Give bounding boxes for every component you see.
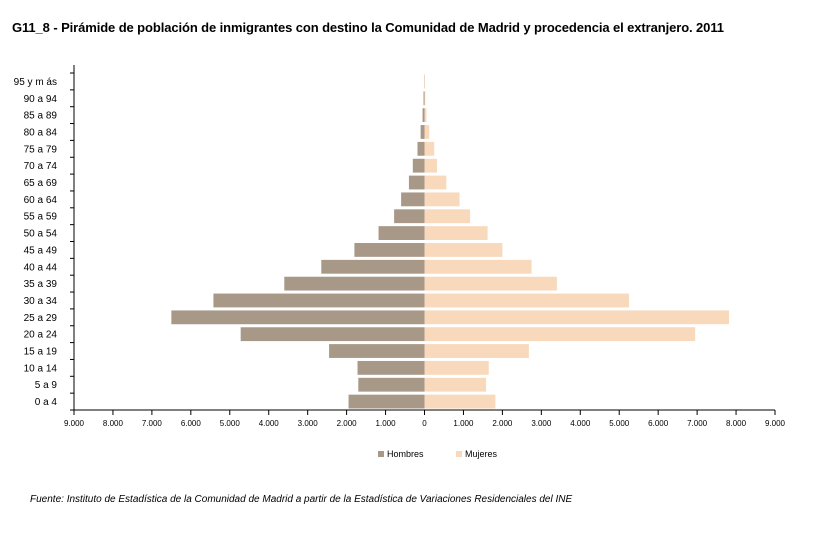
bar-hombres-13 — [408, 175, 425, 190]
y-tick-label: 0 a 4 — [35, 397, 58, 408]
bar-mujeres-8 — [424, 259, 532, 274]
y-tick-label: 50 a 54 — [24, 229, 58, 240]
bar-mujeres-4 — [424, 327, 696, 342]
bar-mujeres-11 — [424, 209, 471, 224]
bar-mujeres-10 — [424, 226, 488, 240]
bar-hombres-6 — [213, 293, 425, 308]
x-tick-label: 8.000 — [726, 419, 747, 428]
bar-hombres-4 — [240, 327, 425, 342]
x-tick-label: 1.000 — [453, 419, 474, 428]
y-tick-label: 15 a 19 — [24, 347, 58, 358]
chart-title: G11_8 - Pirámide de población de inmigra… — [12, 20, 724, 35]
bar-mujeres-16 — [424, 125, 430, 139]
bar-mujeres-18 — [424, 91, 426, 106]
bar-hombres-12 — [401, 192, 425, 207]
bar-hombres-14 — [412, 158, 425, 173]
y-tick-label: 70 a 74 — [24, 161, 58, 172]
x-tick-label: 4.000 — [570, 419, 591, 428]
legend-swatch-mujeres — [456, 451, 462, 457]
y-tick-label: 95 y m ás — [14, 77, 57, 88]
y-tick-label: 65 a 69 — [24, 178, 58, 189]
bar-mujeres-0 — [424, 394, 496, 409]
bar-hombres-5 — [171, 310, 425, 325]
y-tick-label: 5 a 9 — [35, 380, 58, 391]
bar-mujeres-2 — [424, 360, 489, 375]
y-tick-label: 55 a 59 — [24, 212, 58, 223]
y-tick-label: 25 a 29 — [24, 313, 58, 324]
bar-mujeres-12 — [424, 192, 460, 207]
y-tick-label: 10 a 14 — [24, 363, 58, 374]
bar-hombres-15 — [417, 141, 425, 156]
y-tick-label: 75 a 79 — [24, 144, 58, 155]
bar-mujeres-5 — [424, 310, 730, 325]
x-tick-label: 6.000 — [181, 419, 202, 428]
bar-hombres-18 — [423, 91, 425, 106]
x-tick-label: 2.000 — [337, 419, 358, 428]
x-tick-label: 4.000 — [259, 419, 280, 428]
legend-swatch-hombres — [378, 451, 384, 457]
bar-hombres-1 — [358, 377, 425, 392]
bar-hombres-16 — [420, 125, 425, 139]
x-tick-label: 3.000 — [298, 419, 319, 428]
x-tick-label: 1.000 — [376, 419, 397, 428]
bar-mujeres-1 — [424, 377, 487, 392]
x-tick-label: 2.000 — [492, 419, 513, 428]
y-tick-label: 35 a 39 — [24, 279, 58, 290]
bar-mujeres-17 — [424, 108, 427, 123]
y-tick-label: 20 a 24 — [24, 330, 58, 341]
bar-hombres-0 — [348, 394, 425, 409]
y-tick-label: 60 a 64 — [24, 195, 58, 206]
x-tick-label: 8.000 — [103, 419, 124, 428]
y-tick-label: 45 a 49 — [24, 245, 58, 256]
x-tick-label: 9.000 — [765, 419, 786, 428]
y-tick-label: 40 a 44 — [24, 262, 58, 273]
bar-mujeres-13 — [424, 175, 447, 190]
y-tick-label: 85 a 89 — [24, 111, 58, 122]
bar-hombres-9 — [354, 243, 425, 257]
x-tick-label: 9.000 — [64, 419, 85, 428]
bar-hombres-10 — [378, 226, 425, 240]
bar-mujeres-15 — [424, 141, 435, 156]
y-tick-label: 80 a 84 — [24, 127, 58, 138]
legend-label-hombres: Hombres — [387, 449, 424, 459]
bar-hombres-17 — [422, 108, 425, 123]
x-tick-label: 7.000 — [687, 419, 708, 428]
x-tick-label: 7.000 — [142, 419, 163, 428]
bar-mujeres-9 — [424, 243, 503, 257]
x-tick-label: 0 — [422, 419, 427, 428]
legend-label-mujeres: Mujeres — [465, 449, 498, 459]
bar-hombres-8 — [321, 259, 425, 274]
bar-mujeres-3 — [424, 344, 529, 358]
bar-hombres-11 — [394, 209, 425, 224]
y-tick-label: 30 a 34 — [24, 296, 58, 307]
x-tick-label: 3.000 — [531, 419, 552, 428]
bar-hombres-2 — [357, 360, 425, 375]
source-note: Fuente: Instituto de Estadística de la C… — [30, 494, 573, 505]
bar-mujeres-6 — [424, 293, 629, 308]
bar-hombres-7 — [284, 276, 425, 291]
x-tick-label: 5.000 — [609, 419, 630, 428]
x-tick-label: 5.000 — [220, 419, 241, 428]
bar-hombres-3 — [329, 344, 425, 358]
x-tick-label: 6.000 — [648, 419, 669, 428]
bar-mujeres-7 — [424, 276, 557, 291]
bar-mujeres-14 — [424, 158, 437, 173]
y-tick-label: 90 a 94 — [24, 94, 58, 105]
bar-mujeres-19 — [424, 74, 425, 89]
